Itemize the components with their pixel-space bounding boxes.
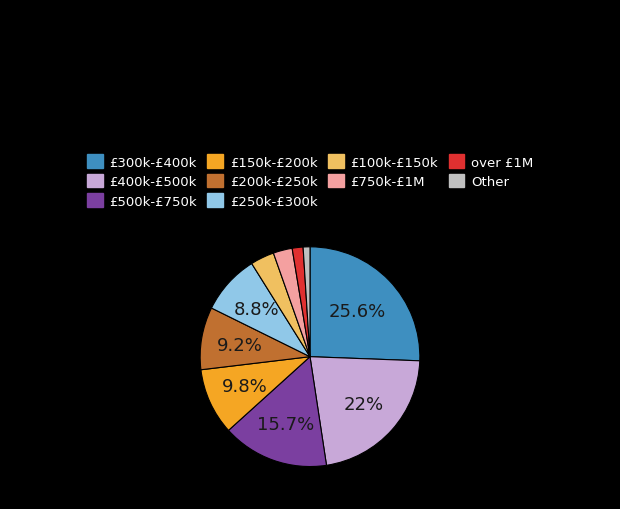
Wedge shape: [201, 357, 310, 431]
Wedge shape: [292, 247, 310, 357]
Text: 25.6%: 25.6%: [329, 302, 386, 320]
Wedge shape: [252, 253, 310, 357]
Wedge shape: [303, 247, 310, 357]
Text: 9.8%: 9.8%: [222, 378, 268, 395]
Wedge shape: [211, 264, 310, 357]
Text: 22%: 22%: [343, 395, 383, 413]
Wedge shape: [310, 247, 420, 361]
Text: 8.8%: 8.8%: [234, 300, 280, 318]
Text: 9.2%: 9.2%: [216, 336, 262, 354]
Wedge shape: [310, 357, 420, 465]
Wedge shape: [229, 357, 327, 467]
Wedge shape: [273, 249, 310, 357]
Wedge shape: [200, 308, 310, 370]
Text: 15.7%: 15.7%: [257, 415, 314, 433]
Legend: £300k-£400k, £400k-£500k, £500k-£750k, £150k-£200k, £200k-£250k, £250k-£300k, £1: £300k-£400k, £400k-£500k, £500k-£750k, £…: [81, 150, 539, 213]
